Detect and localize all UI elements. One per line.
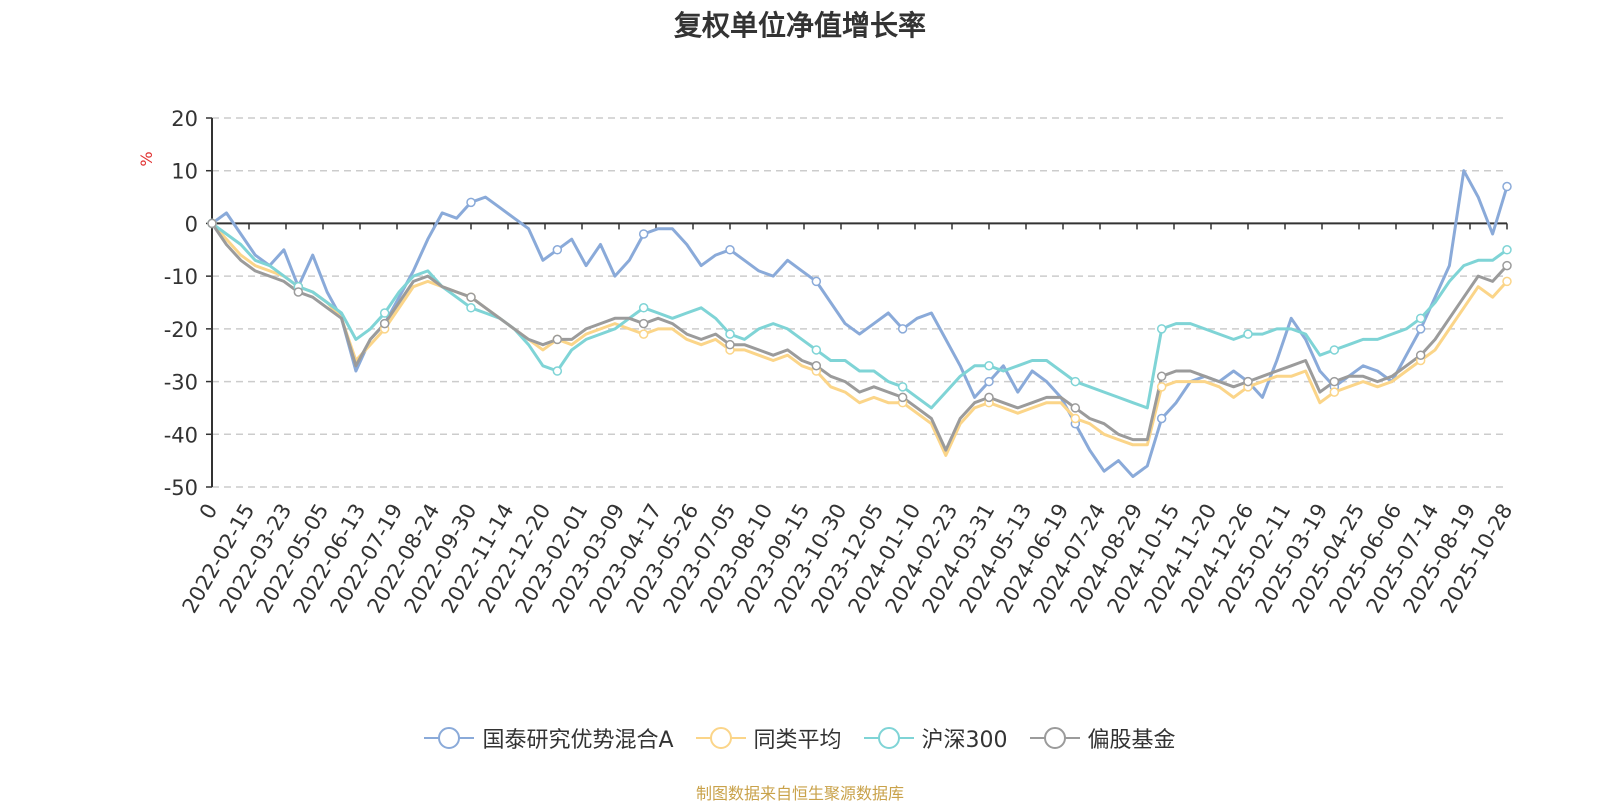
chart-plot: 20100-10-20-30-40-5002022-02-152022-03-2… [137,107,1517,617]
data-point [552,366,563,376]
legend-item[interactable]: 同类平均 [695,722,842,754]
data-point [638,329,649,339]
series-line [211,222,1508,410]
data-point [811,345,822,355]
source-note: 制图数据来自恒生聚源数据库 [695,784,904,803]
data-point [725,245,735,255]
data-point [1070,376,1081,387]
data-point [897,382,908,392]
data-point [1502,260,1512,271]
data-point [466,197,476,208]
legend: 国泰研究优势混合A 同类平均 沪深300 偏股基金 [0,722,1600,754]
data-point [1502,181,1512,192]
chart-title: 复权单位净值增长率 [673,9,926,42]
data-point [1156,371,1167,382]
legend-label: 沪深300 [921,728,1008,753]
data-point [379,318,390,329]
series-lines [210,169,1509,478]
data-point [1415,324,1426,334]
y-tick-label: -20 [164,318,198,342]
data-point [1329,387,1340,397]
series-line [211,169,1509,478]
series-line [210,222,1509,457]
legend-item[interactable]: 沪深300 [863,722,1008,754]
data-point [984,392,994,403]
data-point [1070,413,1081,424]
y-tick-label: -40 [164,423,198,447]
data-point [1502,245,1512,255]
legend-marker-icon [1029,727,1080,749]
y-tick-label: 20 [171,107,198,131]
y-tick-label: -50 [164,476,198,500]
data-point [984,361,994,371]
data-point [1243,376,1253,387]
legend-label: 国泰研究优势混合A [482,728,674,753]
data-point [897,392,908,403]
gridlines [212,117,1507,488]
legend-marker-icon [863,727,914,749]
data-point [1415,350,1426,360]
legend-label: 偏股基金 [1087,728,1176,753]
data-point [1243,329,1253,339]
legend-item[interactable]: 国泰研究优势混合A [424,722,674,754]
data-point [1070,403,1081,413]
y-tick-label: -30 [164,371,198,395]
data-point [1156,382,1167,392]
data-point [466,303,476,313]
data-point [638,318,649,329]
data-point [984,376,994,387]
data-point [1156,413,1167,424]
data-point [638,303,649,313]
data-point [1415,313,1426,324]
y-tick-label: 0 [185,212,198,236]
data-point [552,245,563,255]
y-tick-label: 10 [171,160,198,184]
data-point [207,218,217,229]
data-point [897,324,908,334]
data-point [725,329,735,339]
data-point [1502,276,1512,287]
data-point [1329,345,1340,355]
data-point [1329,376,1340,387]
data-point [811,361,822,371]
data-point [725,339,735,350]
series-markers [207,181,1512,429]
legend-marker-icon [695,727,746,749]
data-point [379,308,390,318]
legend-label: 同类平均 [753,728,842,753]
data-point [1156,324,1167,334]
data-point [293,287,304,297]
data-point [638,229,649,239]
data-point [552,334,563,345]
y-axis-unit-label: % [137,151,156,166]
legend-item[interactable]: 偏股基金 [1029,722,1176,754]
series-line [210,222,1509,452]
data-point [466,292,476,302]
y-tick-label: -10 [164,265,198,289]
legend-marker-icon [424,727,475,749]
x-tick-label: 0 [195,500,222,524]
data-point [811,276,822,287]
